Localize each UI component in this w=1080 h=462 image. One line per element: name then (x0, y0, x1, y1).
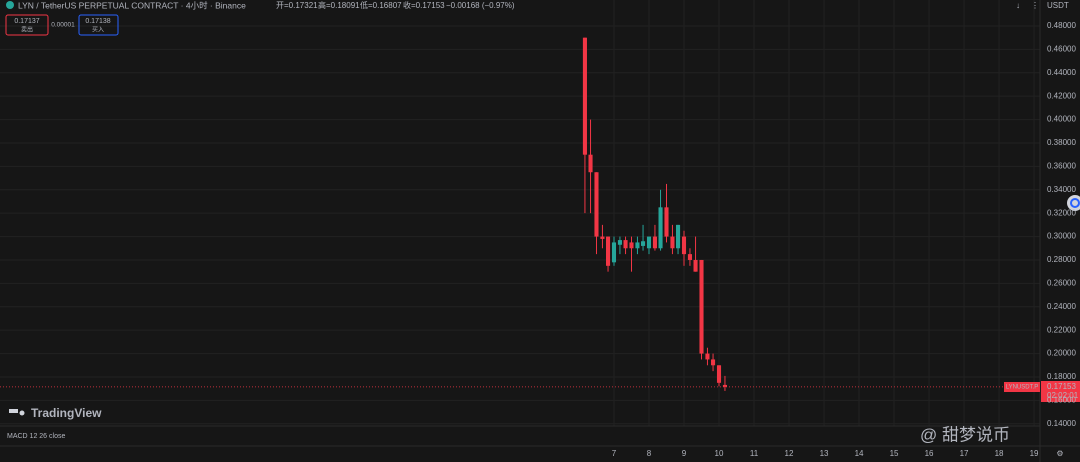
candle-body (699, 259, 704, 354)
y-tick-label: 0.38000 (1047, 138, 1076, 147)
y-tick-label: 0.40000 (1047, 115, 1076, 124)
candle-body (722, 384, 727, 387)
spread: 0.00001 (51, 22, 75, 29)
sell-label: 卖出 (21, 26, 33, 34)
indicator-label: MACD 12 26 close (7, 433, 65, 440)
x-tick-label: 17 (960, 449, 969, 458)
x-tick-label: 14 (855, 449, 864, 458)
symbol-tag (1004, 382, 1040, 392)
ohlc-high: 高=0.18091 (318, 0, 360, 10)
x-tick-label: 11 (750, 449, 759, 458)
y-tick-label: 0.16000 (1047, 395, 1076, 404)
y-tick-label: 0.42000 (1047, 91, 1076, 100)
x-tick-label: 12 (785, 449, 794, 458)
candle-body (652, 236, 657, 249)
y-tick-label: 0.36000 (1047, 161, 1076, 170)
candle-body (681, 236, 687, 255)
candle-body (635, 242, 640, 249)
buy-price: 0.17138 (85, 18, 110, 25)
candle-body (582, 37, 587, 155)
y-tick-label: 0.26000 (1047, 278, 1076, 287)
watermark: @ 甜梦说币 (920, 425, 1010, 444)
candle-body (594, 172, 599, 237)
ohlc-open: 开=0.17321 (276, 1, 318, 10)
ohlc-change: −0.00168 (−0.97%) (446, 1, 515, 10)
y-tick-label: 0.46000 (1047, 44, 1076, 53)
candle-body (658, 207, 663, 249)
y-tick-label: 0.24000 (1047, 302, 1076, 311)
side-button-icon (1070, 198, 1080, 208)
sell-price: 0.17137 (14, 18, 39, 25)
ohlc-low: 低=0.16807 (360, 0, 402, 10)
sell-button[interactable] (5, 14, 49, 36)
logo-mark-dot (19, 410, 25, 416)
candle-body (617, 240, 622, 245)
y-tick-label: 0.44000 (1047, 68, 1076, 77)
x-tick-label: 7 (612, 449, 617, 458)
y-tick-label: 0.48000 (1047, 21, 1076, 30)
symbol-icon (6, 1, 14, 9)
settings-icon[interactable]: ⚙ (1056, 449, 1063, 458)
x-tick-label: 16 (925, 449, 934, 458)
candle-body (711, 359, 716, 366)
currency[interactable]: USDT (1047, 1, 1069, 10)
y-tick-label: 0.34000 (1047, 185, 1076, 194)
menu-icon[interactable]: ⋮ (1031, 1, 1039, 10)
x-tick-label: 9 (682, 449, 687, 458)
grid (0, 0, 1040, 426)
candle-body (629, 242, 634, 249)
x-tick-label: 19 (1030, 449, 1039, 458)
candle-body (623, 240, 628, 249)
candle-body (641, 241, 646, 246)
buy-label: 买入 (92, 26, 104, 34)
candle-body (705, 353, 710, 360)
y-tick-label: 0.32000 (1047, 208, 1076, 217)
candle-body (676, 224, 681, 249)
buy-button[interactable] (78, 14, 119, 36)
candle-body (687, 254, 692, 260)
candle-body (605, 236, 611, 266)
x-tick-label: 10 (715, 449, 724, 458)
candle-body (664, 207, 669, 237)
candles (0, 37, 1040, 391)
logo-mark (9, 409, 18, 413)
last-price-label: 0.17153 (1047, 382, 1076, 391)
candle-body (716, 365, 722, 383)
symbol-tag-text: LYNUSDT.P (1006, 385, 1039, 391)
scroll-down-icon[interactable]: ↓ (1016, 1, 1020, 10)
y-tick-label: 0.14000 (1047, 419, 1076, 428)
candle-body (693, 259, 698, 272)
x-tick-label: 8 (647, 449, 652, 458)
y-tick-label: 0.20000 (1047, 349, 1076, 358)
candle-body (646, 236, 652, 249)
x-tick-label: 18 (995, 449, 1004, 458)
y-tick-label: 0.30000 (1047, 232, 1076, 241)
candle-body (611, 242, 617, 263)
symbol-title[interactable]: LYN / TetherUS PERPETUAL CONTRACT · 4小时 … (18, 0, 246, 10)
ohlc-close: 收=0.17153 (403, 0, 445, 10)
x-tick-label: 15 (890, 449, 899, 458)
y-tick-label: 0.22000 (1047, 325, 1076, 334)
countdown: 02:02:01 (1047, 391, 1079, 400)
candle-body (670, 236, 675, 249)
candle-body (588, 154, 593, 173)
price-tag (1041, 381, 1080, 402)
x-tick-label: 13 (820, 449, 829, 458)
y-tick-label: 0.18000 (1047, 372, 1076, 381)
logo-text: TradingView (31, 406, 102, 420)
y-tick-label: 0.28000 (1047, 255, 1076, 264)
candle-body (600, 236, 605, 239)
